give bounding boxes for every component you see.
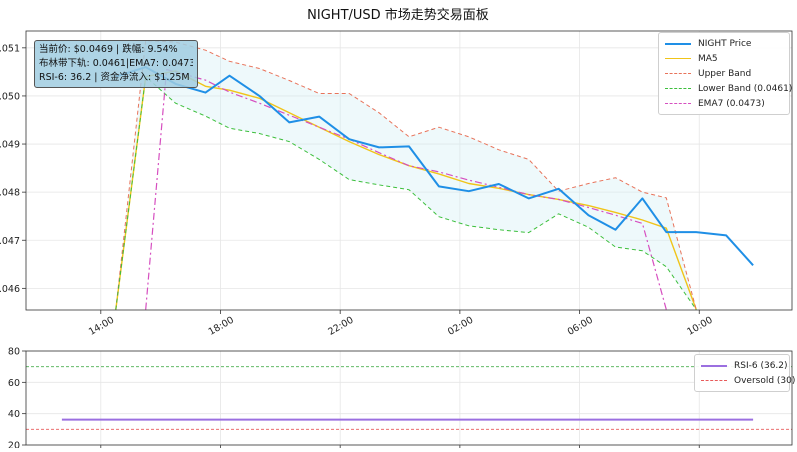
- main-plot-frame: [25, 30, 793, 311]
- info-line-rsi: RSI-6: 36.2 | 资金净流入: $1.25M: [39, 72, 190, 83]
- main-plot-area: [115, 40, 754, 310]
- main-x-tick-label: 06:00: [566, 315, 595, 338]
- info-box: 当前价: $0.0469 | 跌幅: 9.54% 布林带下轨: 0.0461|E…: [34, 40, 198, 88]
- legend-item-price-label: NIGHT Price: [698, 38, 752, 49]
- main-y-tick-label: 0.050: [0, 91, 20, 102]
- rsi-plot-frame: [25, 350, 793, 446]
- main-x-tick-label: 10:00: [685, 315, 714, 338]
- chart-title: NIGHT/USD 市场走势交易面板: [307, 7, 489, 23]
- legend-item-lower-band: Lower Band (0.0461): [665, 81, 792, 96]
- legend-item-ma5-label: MA5: [698, 53, 718, 64]
- main-y-tick-label: 0.047: [0, 236, 20, 247]
- ema7-line: [145, 68, 667, 310]
- info-line-price: 当前价: $0.0469 | 跌幅: 9.54%: [39, 44, 178, 55]
- main-y-tick-label: 0.049: [0, 140, 20, 151]
- legend-item-upper-band-swatch: [665, 73, 691, 74]
- legend-item-ema7: EMA7 (0.0473): [665, 96, 783, 111]
- legend-item-lower-band-label: Lower Band (0.0461): [698, 83, 793, 94]
- main-x-tick-label: 18:00: [207, 315, 236, 338]
- main-y-tick-label: 0.046: [0, 284, 20, 295]
- main-x-tick-label: 14:00: [87, 315, 116, 338]
- legend-item-ma5-swatch: [665, 58, 691, 59]
- main-y-tick-label: 0.051: [0, 43, 20, 54]
- legend-item-upper-band: Upper Band: [665, 66, 783, 81]
- rsi-y-tick-label: 60: [8, 378, 20, 389]
- legend-item-oversold-label: Oversold (30): [734, 375, 796, 386]
- lower-band-line: [115, 76, 697, 310]
- legend-item-price: NIGHT Price: [665, 36, 783, 51]
- legend-item-oversold: Oversold (30): [701, 373, 795, 388]
- price-line: [115, 66, 754, 266]
- rsi-legend: RSI-6 (36.2) Oversold (30): [694, 354, 795, 392]
- main-legend: NIGHT Price MA5 Upper Band Lower Band (0.04…: [658, 32, 792, 115]
- main-x-tick-label: 02:00: [446, 315, 475, 338]
- legend-item-upper-band-label: Upper Band: [698, 68, 752, 79]
- legend-item-ema7-label: EMA7 (0.0473): [698, 98, 765, 109]
- legend-item-ma5: MA5: [665, 51, 783, 66]
- main-y-tick-label: 0.048: [0, 188, 20, 199]
- legend-item-lower-band-swatch: [665, 88, 691, 89]
- legend-item-ema7-swatch: [665, 103, 691, 104]
- rsi-plot-area: [26, 366, 792, 430]
- upper-band-line: [115, 40, 697, 310]
- bollinger-band-fill: [115, 40, 697, 310]
- legend-item-rsi-swatch: [701, 364, 727, 367]
- main-x-tick-label: 22:00: [326, 315, 355, 338]
- legend-item-oversold-swatch: [701, 380, 727, 381]
- legend-item-rsi: RSI-6 (36.2): [701, 358, 788, 373]
- rsi-y-tick-label: 80: [8, 347, 20, 358]
- info-line-bands: 布林带下轨: 0.0461|EMA7: 0.0473: [39, 58, 193, 69]
- legend-item-rsi-label: RSI-6 (36.2): [734, 360, 788, 371]
- legend-item-price-swatch: [665, 42, 691, 45]
- rsi-y-tick-label: 40: [8, 409, 20, 420]
- rsi-y-tick-label: 20: [8, 441, 20, 449]
